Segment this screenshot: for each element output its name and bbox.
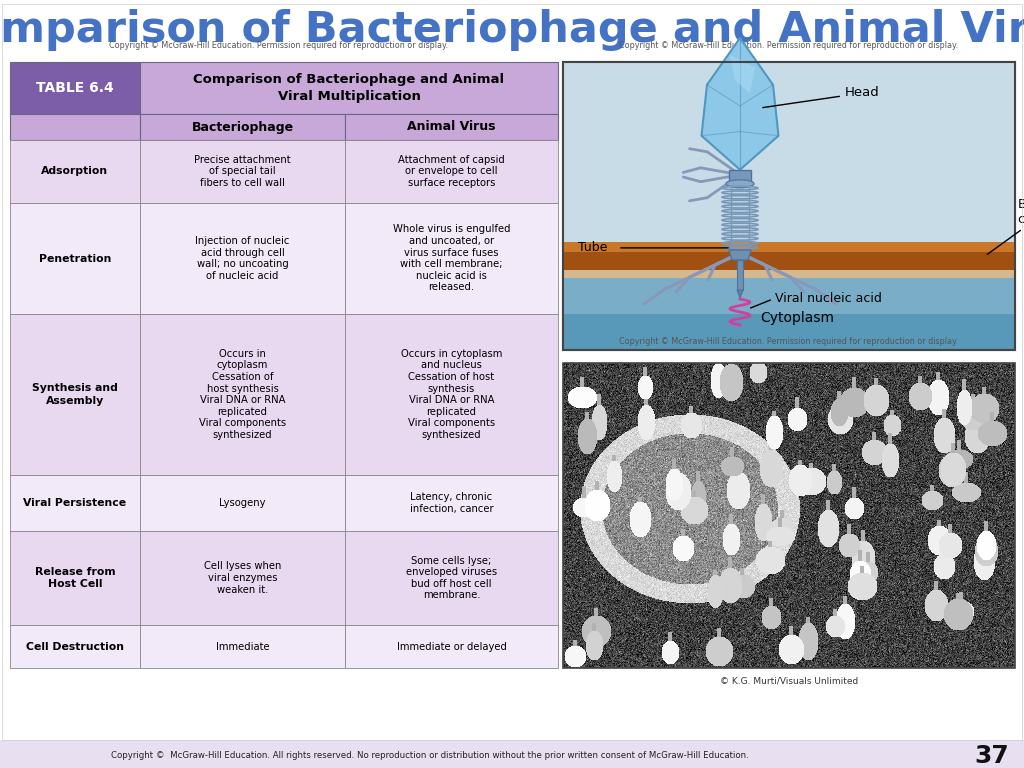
Bar (345, 203, 558, 314)
Text: Head: Head (763, 87, 880, 108)
Text: Bacteriophage: Bacteriophage (191, 121, 294, 134)
Bar (563, 270, 1015, 278)
Bar (563, 278, 1015, 350)
Bar (563, 363, 1015, 668)
Text: Immediate or delayed: Immediate or delayed (396, 641, 507, 651)
Bar (345, 625, 558, 668)
Text: Cell lyses when
viral enzymes
weaken it.: Cell lyses when viral enzymes weaken it. (204, 561, 282, 594)
Bar (140, 140, 345, 203)
Bar (10, 203, 140, 314)
Bar (737, 260, 743, 290)
Bar (563, 62, 1015, 350)
Bar (563, 242, 1015, 252)
Bar (10, 314, 140, 475)
Polygon shape (737, 290, 743, 298)
Text: Copyright © McGraw-Hill Education. Permission required for reproduction or displ: Copyright © McGraw-Hill Education. Permi… (620, 41, 958, 49)
Text: TABLE 6.4: TABLE 6.4 (36, 81, 114, 95)
Text: Some cells lyse;
enveloped viruses
bud off host cell
membrane.: Some cells lyse; enveloped viruses bud o… (406, 555, 497, 601)
Text: Bacterial
cell wall: Bacterial cell wall (987, 198, 1024, 254)
Polygon shape (729, 250, 751, 260)
Bar (345, 140, 558, 203)
Text: Copyright © McGraw-Hill Education. Permission required for reproduction or displ: Copyright © McGraw-Hill Education. Permi… (620, 336, 958, 346)
Ellipse shape (726, 180, 754, 187)
Text: Immediate: Immediate (216, 641, 269, 651)
Text: Occurs in cytoplasm
and nucleus
Cessation of host
synthesis
Viral DNA or RNA
rep: Occurs in cytoplasm and nucleus Cessatio… (400, 349, 502, 440)
Bar (140, 62, 558, 114)
Text: Copyright © McGraw-Hill Education. Permission required for reproduction or displ: Copyright © McGraw-Hill Education. Permi… (110, 41, 449, 49)
Text: Viral Persistence: Viral Persistence (24, 498, 127, 508)
Polygon shape (701, 38, 778, 170)
Bar (10, 140, 140, 203)
Text: Synthesis and
Assembly: Synthesis and Assembly (32, 383, 118, 406)
Text: Comparison of Bacteriophage and Animal
Viral Multiplication: Comparison of Bacteriophage and Animal V… (194, 73, 505, 103)
Bar (0, 740, 1024, 768)
Text: Release from
Host Cell: Release from Host Cell (35, 567, 116, 589)
Bar (731, 186, 749, 250)
Bar (345, 314, 558, 475)
Text: © K.G. Murti/Visuals Unlimited: © K.G. Murti/Visuals Unlimited (720, 676, 858, 685)
Bar (729, 170, 751, 182)
Bar (140, 625, 345, 668)
Text: Viral nucleic acid: Viral nucleic acid (775, 293, 882, 306)
Bar (140, 114, 345, 140)
Bar (10, 625, 140, 668)
Text: Lysogeny: Lysogeny (219, 498, 266, 508)
Bar (140, 475, 345, 531)
Text: Cytoplasm: Cytoplasm (760, 311, 834, 325)
Bar (140, 314, 345, 475)
Bar (345, 114, 558, 140)
Bar (10, 62, 140, 114)
Bar (10, 531, 140, 625)
Text: Cell Destruction: Cell Destruction (26, 641, 124, 651)
Bar (563, 62, 1015, 350)
Bar (345, 531, 558, 625)
Bar (140, 531, 345, 625)
Text: Comparison of Bacteriophage and Animal Virus: Comparison of Bacteriophage and Animal V… (0, 9, 1024, 51)
Polygon shape (730, 55, 755, 93)
Text: Attachment of capsid
or envelope to cell
surface receptors: Attachment of capsid or envelope to cell… (398, 155, 505, 188)
Bar (140, 203, 345, 314)
Text: Occurs in
cytoplasm
Cessation of
host synthesis
Viral DNA or RNA
replicated
Vira: Occurs in cytoplasm Cessation of host sy… (199, 349, 286, 440)
Text: Precise attachment
of special tail
fibers to cell wall: Precise attachment of special tail fiber… (195, 155, 291, 188)
Bar (10, 475, 140, 531)
Text: Tube: Tube (578, 241, 607, 254)
Text: 37: 37 (975, 744, 1010, 768)
Text: Whole virus is engulfed
and uncoated, or
virus surface fuses
with cell membrane;: Whole virus is engulfed and uncoated, or… (393, 224, 510, 293)
Text: Penetration: Penetration (39, 253, 112, 263)
Text: Animal Virus: Animal Virus (408, 121, 496, 134)
Bar (563, 252, 1015, 270)
Text: Copyright ©  McGraw-Hill Education. All rights reserved. No reproduction or dist: Copyright © McGraw-Hill Education. All r… (112, 752, 749, 760)
Bar (345, 475, 558, 531)
Text: Injection of nucleic
acid through cell
wall; no uncoating
of nucleic acid: Injection of nucleic acid through cell w… (196, 236, 290, 281)
Text: Adsorption: Adsorption (41, 167, 109, 177)
Text: Latency, chronic
infection, cancer: Latency, chronic infection, cancer (410, 492, 494, 514)
Bar (563, 314, 1015, 350)
Bar (10, 114, 140, 140)
Bar (563, 62, 1015, 350)
